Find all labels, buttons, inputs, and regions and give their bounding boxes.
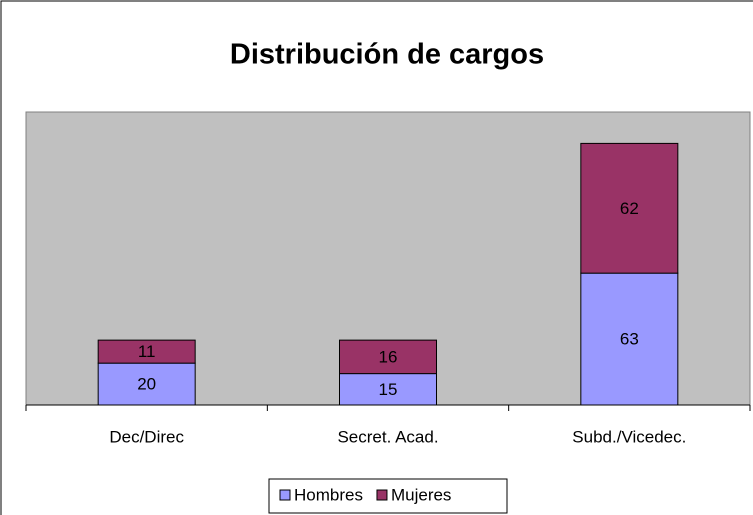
bar-segment — [97, 339, 196, 364]
data-label: 63 — [620, 330, 639, 349]
data-label: 20 — [137, 375, 156, 394]
legend — [268, 478, 508, 514]
data-label: 62 — [620, 199, 639, 218]
legend-swatch — [376, 489, 388, 501]
data-label: 16 — [379, 347, 398, 366]
data-label: 15 — [379, 380, 398, 399]
bar-segment — [339, 339, 437, 375]
bar-segment — [339, 373, 437, 406]
legend-label: Mujeres — [391, 485, 451, 504]
legend-swatch — [279, 489, 291, 501]
legend-label: Hombres — [294, 485, 363, 504]
x-tick-label: Dec/Direc — [109, 427, 184, 446]
x-tick-label: Secret. Acad. — [337, 427, 438, 446]
data-label: 11 — [138, 342, 156, 361]
x-tick-label: Subd./Vicedec. — [572, 427, 686, 446]
bar-segment — [580, 142, 679, 274]
chart-title: Distribución de cargos — [230, 39, 544, 71]
bar-segment — [580, 272, 679, 406]
bar-segment — [97, 362, 196, 406]
